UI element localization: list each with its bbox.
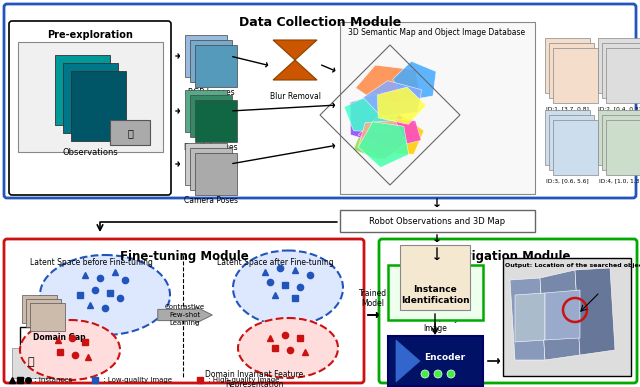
Bar xyxy=(63,63,118,133)
Bar xyxy=(110,120,150,145)
Text: Output: Location of the searched object: Output: Location of the searched object xyxy=(505,263,640,268)
Text: Domain Gap: Domain Gap xyxy=(33,332,85,341)
Text: Contrastive
Few-shot
Learning: Contrastive Few-shot Learning xyxy=(165,304,205,326)
Bar xyxy=(553,120,598,175)
FancyBboxPatch shape xyxy=(4,239,364,383)
Bar xyxy=(549,115,594,170)
Bar xyxy=(190,148,232,190)
Bar xyxy=(388,336,483,386)
Bar xyxy=(20,327,98,345)
Bar xyxy=(18,42,163,152)
Text: Domain Invariant Feature
Representation: Domain Invariant Feature Representation xyxy=(205,370,303,387)
Text: RGB Images: RGB Images xyxy=(188,88,234,97)
Bar xyxy=(22,295,57,323)
Bar xyxy=(606,120,640,175)
Polygon shape xyxy=(353,130,403,159)
Bar xyxy=(598,38,640,93)
Polygon shape xyxy=(393,61,436,101)
Text: 🧑: 🧑 xyxy=(28,357,35,367)
Polygon shape xyxy=(369,107,408,154)
Text: Depth Images: Depth Images xyxy=(184,143,238,152)
Text: ID:2, [0.4, 0.3]: ID:2, [0.4, 0.3] xyxy=(598,106,640,111)
Bar xyxy=(185,143,227,185)
Bar xyxy=(12,348,50,378)
Text: Instance
Identification: Instance Identification xyxy=(401,285,469,305)
Ellipse shape xyxy=(233,250,343,325)
Polygon shape xyxy=(540,270,580,360)
Text: Camera Poses: Camera Poses xyxy=(184,196,238,205)
Circle shape xyxy=(434,370,442,378)
Text: : High-quality Image: : High-quality Image xyxy=(206,377,280,383)
Text: Data Collection Module: Data Collection Module xyxy=(239,16,401,29)
Bar xyxy=(195,45,237,87)
Bar xyxy=(30,303,65,331)
Text: Observations: Observations xyxy=(62,148,118,157)
Circle shape xyxy=(421,370,429,378)
Polygon shape xyxy=(358,120,407,160)
Bar xyxy=(553,48,598,103)
Bar xyxy=(195,100,237,142)
Text: : Instances: : Instances xyxy=(32,377,72,383)
Text: Latent Space before Fine-tuning: Latent Space before Fine-tuning xyxy=(29,258,152,267)
FancyBboxPatch shape xyxy=(9,21,171,195)
Text: Navigation Module: Navigation Module xyxy=(445,250,570,263)
Text: Robot Observations and 3D Map: Robot Observations and 3D Map xyxy=(369,217,505,226)
Polygon shape xyxy=(344,93,401,132)
Text: Fine-tuning Module: Fine-tuning Module xyxy=(120,250,248,263)
Bar xyxy=(340,210,535,232)
Bar xyxy=(26,299,61,327)
Bar xyxy=(388,265,483,320)
Bar xyxy=(195,153,237,195)
Bar xyxy=(190,95,232,137)
Bar xyxy=(340,22,535,194)
Polygon shape xyxy=(350,92,403,144)
Bar xyxy=(602,115,640,170)
Polygon shape xyxy=(396,340,420,382)
Text: ID:4, [1.0, 1.3]: ID:4, [1.0, 1.3] xyxy=(598,178,640,183)
Text: 📷: 📷 xyxy=(127,128,133,138)
Polygon shape xyxy=(273,60,317,80)
Bar xyxy=(545,38,590,93)
Polygon shape xyxy=(510,278,545,360)
Text: Pre-exploration: Pre-exploration xyxy=(47,30,133,40)
Text: Latent Space after Fine-tuning: Latent Space after Fine-tuning xyxy=(217,258,333,267)
Bar xyxy=(190,40,232,82)
Bar xyxy=(545,110,590,165)
FancyBboxPatch shape xyxy=(4,4,636,198)
FancyArrowPatch shape xyxy=(158,307,212,323)
Polygon shape xyxy=(515,293,545,342)
Bar xyxy=(71,71,126,141)
Text: 3D Semantic Map and Object Image Database: 3D Semantic Map and Object Image Databas… xyxy=(348,28,525,37)
Text: ID:1, [3.7, 0.8]: ID:1, [3.7, 0.8] xyxy=(545,106,588,111)
Ellipse shape xyxy=(20,320,120,380)
Polygon shape xyxy=(378,87,426,124)
Text: Blur Removal: Blur Removal xyxy=(269,92,321,101)
Bar xyxy=(185,90,227,132)
Bar xyxy=(55,55,110,125)
Text: Given Query
Image: Given Query Image xyxy=(411,314,459,333)
Circle shape xyxy=(447,370,455,378)
Polygon shape xyxy=(358,122,409,168)
Polygon shape xyxy=(356,65,420,107)
Text: Encoder: Encoder xyxy=(424,353,465,363)
Bar xyxy=(598,110,640,165)
Ellipse shape xyxy=(40,255,170,335)
Bar xyxy=(503,258,631,376)
Polygon shape xyxy=(358,118,421,149)
Bar xyxy=(602,43,640,98)
Text: ID:3, [0.6, 5.6]: ID:3, [0.6, 5.6] xyxy=(546,178,588,183)
Polygon shape xyxy=(545,290,580,340)
Polygon shape xyxy=(378,115,424,154)
Text: Trained
Model: Trained Model xyxy=(359,289,387,308)
FancyBboxPatch shape xyxy=(379,239,637,383)
Bar xyxy=(606,48,640,103)
Polygon shape xyxy=(575,268,615,355)
Polygon shape xyxy=(273,40,317,60)
Text: : Low-quality Image: : Low-quality Image xyxy=(101,377,172,383)
Ellipse shape xyxy=(238,318,338,378)
Bar xyxy=(400,245,470,310)
Bar xyxy=(549,43,594,98)
Bar xyxy=(185,35,227,77)
Polygon shape xyxy=(363,80,422,117)
